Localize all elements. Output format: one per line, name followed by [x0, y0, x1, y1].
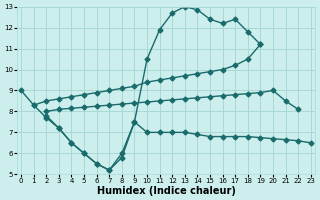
X-axis label: Humidex (Indice chaleur): Humidex (Indice chaleur)	[97, 186, 236, 196]
